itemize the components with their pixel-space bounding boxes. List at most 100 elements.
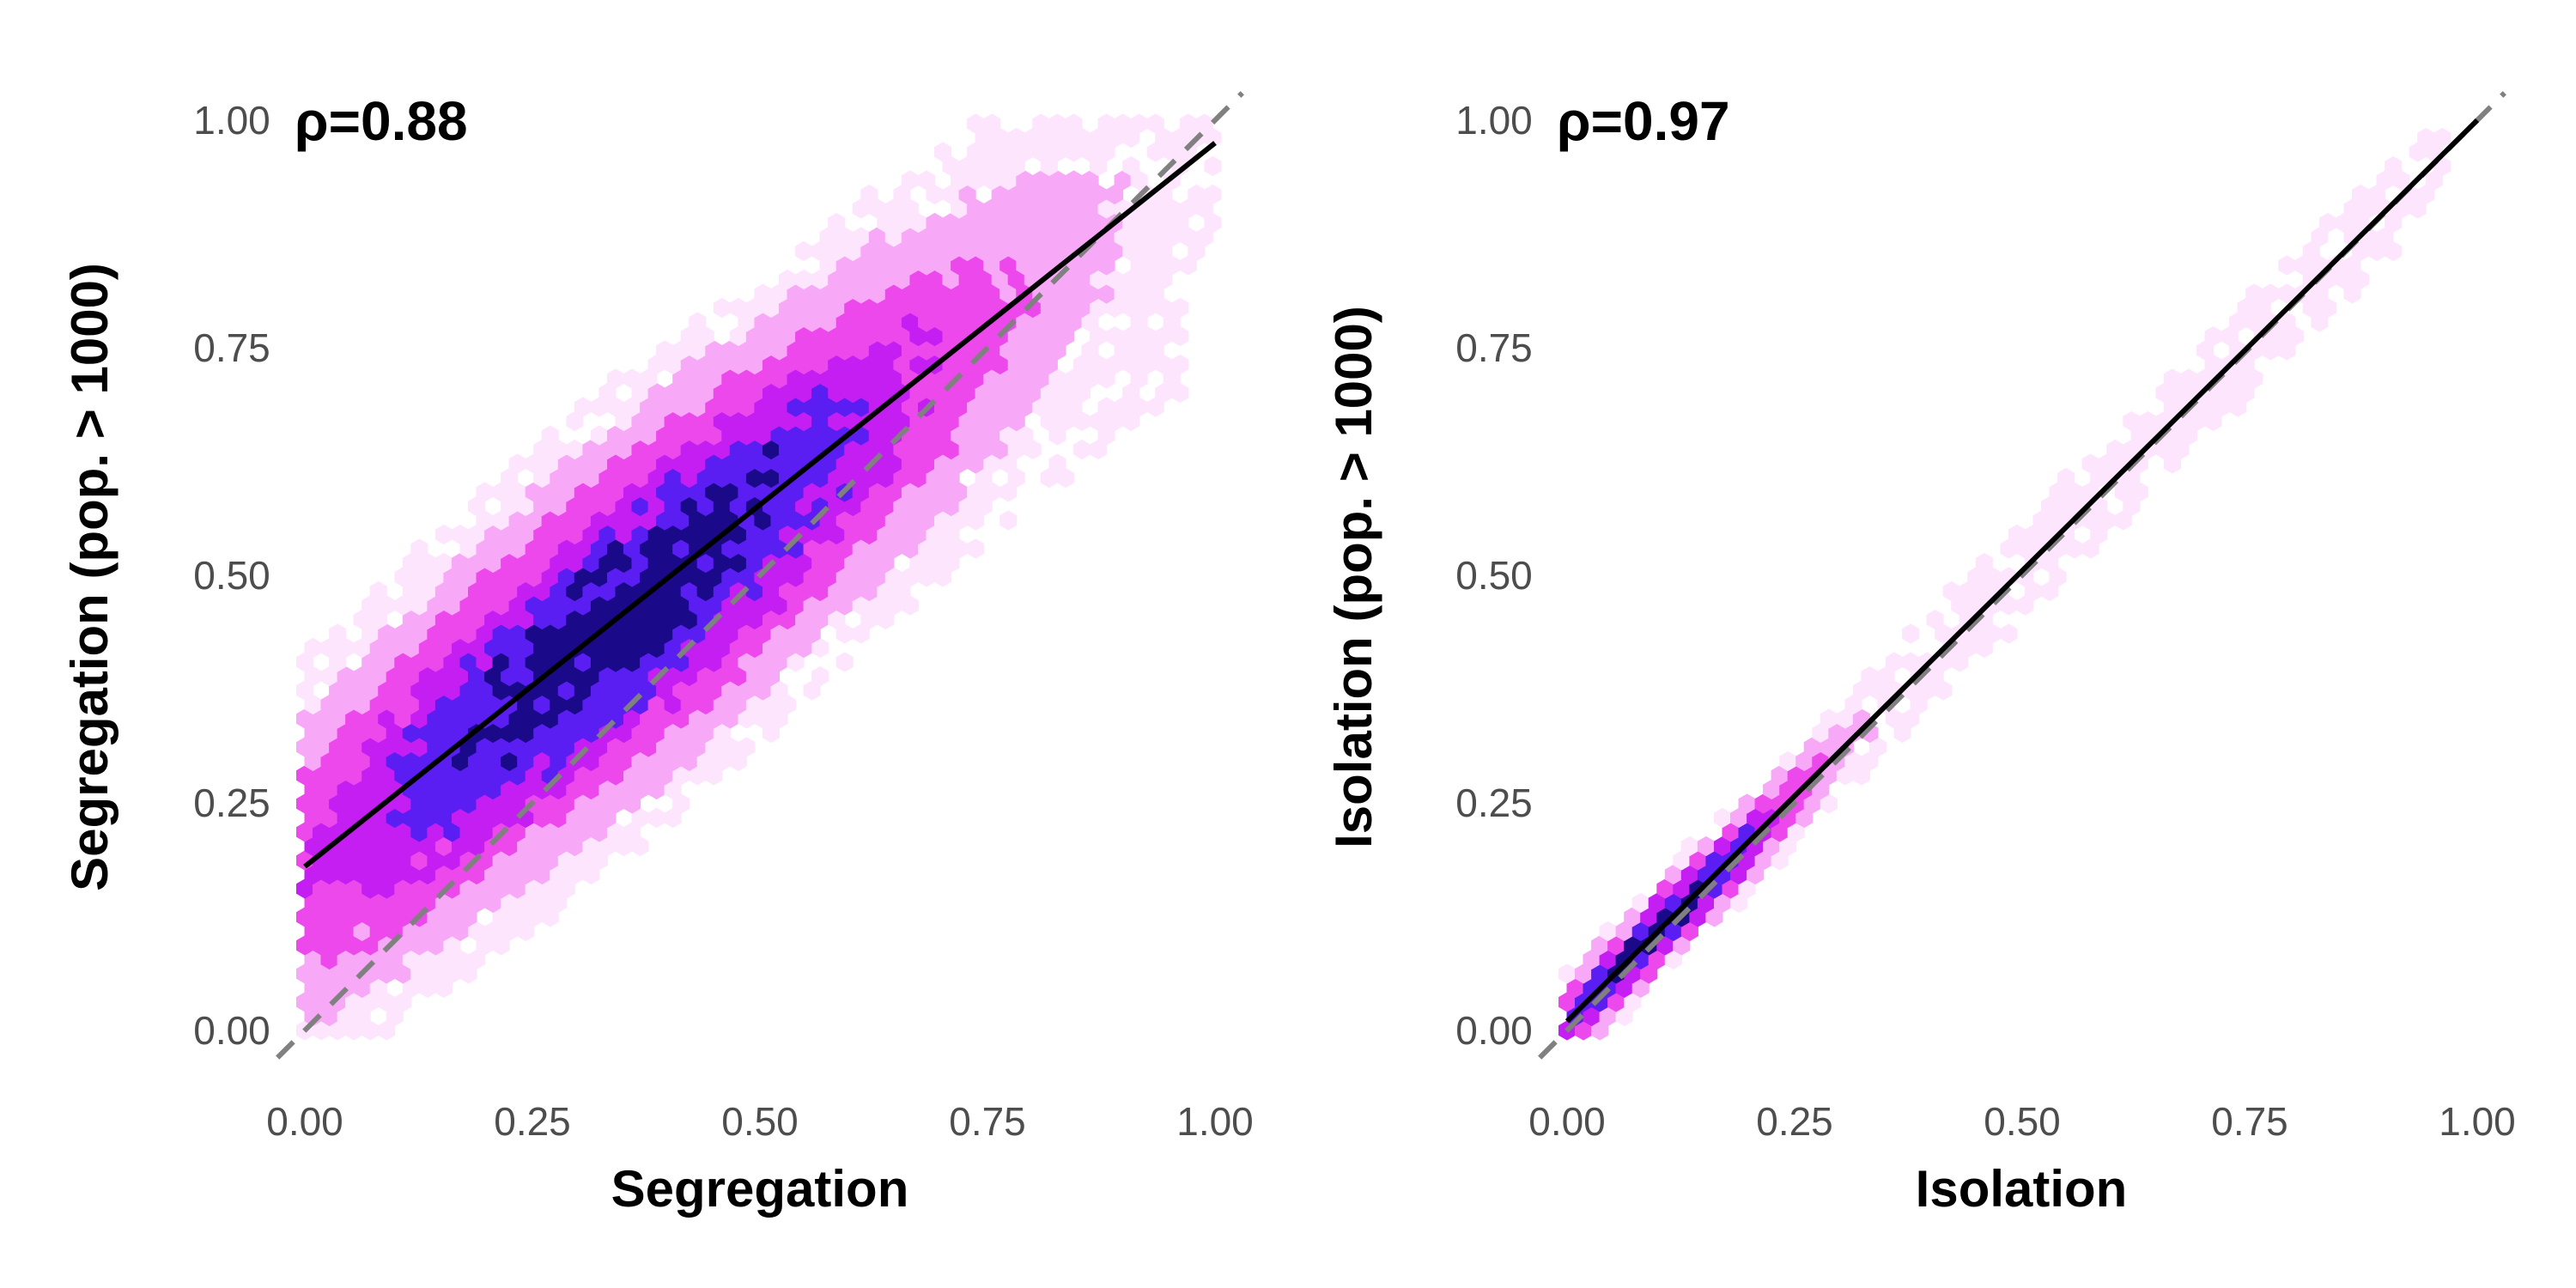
hexbin-cell [378,680,396,701]
hexbin-cell [418,665,436,687]
hexbin-cell [901,397,919,417]
hexbin-cell [320,864,338,885]
hexbin-cell [787,283,805,304]
hexbin-cell [852,227,870,247]
hexbin-cell [607,737,624,757]
hexbin-cell [607,680,624,701]
hexbin-cell [877,410,895,432]
hexbin-cell [607,793,624,814]
hexbin-cell [452,580,469,602]
hexbin-cell [1065,198,1083,219]
y-axis-title: Segregation (pop. > 1000) [61,263,118,891]
hexbin-cell [598,807,617,829]
hexbin-cell [713,382,731,404]
hexbin-cell [337,864,355,885]
hexbin-cell [680,410,698,432]
hexbin-cell [2163,397,2181,417]
hexbin-cell [893,439,911,460]
hexbin-cell [926,240,944,262]
hexbin-cell [1024,354,1042,375]
hexbin-cell [2123,439,2141,460]
hexbin-cell [517,552,535,574]
hexbin-cell [582,750,600,772]
hexbin-cell [835,567,854,587]
hexbin-cell [452,609,469,630]
hexbin-cell [394,850,412,871]
hexbin-cell [770,652,788,672]
hexbin-cell [852,510,870,531]
hexbin-cell [574,538,592,559]
hexbin-cell [468,779,486,800]
hexbin-cell [1975,580,1993,602]
hexbin-cell [689,510,707,531]
hexbin-cell [647,382,665,404]
hexbin-cell [361,878,380,899]
hexbin-cell [852,198,870,219]
hexbin-cell [1032,255,1050,276]
hexbin-cell [1122,127,1140,149]
hexbin-cell [2245,312,2263,332]
hexbin-cell [320,665,338,687]
hexbin-cell [2172,439,2190,460]
hexbin-cell [1106,127,1124,149]
hexbin-cell [664,665,682,687]
hexbin-cell [631,382,649,404]
hexbin-cell [868,538,886,559]
hexbin-cell [501,552,519,574]
hexbin-cell [1122,297,1140,319]
hexbin-cell [1007,325,1025,347]
hexbin-cell [337,835,355,857]
hexbin-cell [394,708,412,729]
hexbin-cell [647,807,665,829]
hexbin-cell [1902,652,1920,672]
hexbin-cell [779,439,797,460]
hexbin-cell [468,920,486,942]
hexbin-cell [492,623,510,644]
hexbin-cell [1090,212,1108,234]
hexbin-cell [2123,410,2141,432]
hexbin-cell [680,722,698,744]
hexbin-cell [402,892,420,914]
hexbin-cell [819,595,837,616]
hexbin-cell [623,822,641,842]
hexbin-cell [762,609,780,630]
hexbin-cell [598,637,617,659]
hexbin-cell [852,567,870,587]
hexbin-cell [901,482,919,502]
hexbin-cell [1918,680,1936,701]
hexbin-cell [492,935,510,956]
hexbin-cell [893,212,911,234]
hexbin-cell [1155,354,1173,375]
hexbin-cell [640,510,658,531]
hexbin-cell [828,609,846,630]
hexbin-cell [320,750,338,772]
hexbin-cell [967,142,985,162]
hexbin-cell [2000,623,2018,644]
hexbin-cell [738,340,756,361]
hexbin-cell [623,510,641,531]
hexbin-cell [484,779,502,800]
hexbin-cell [1902,623,1920,644]
hexbin-cell [926,552,944,574]
hexbin-cell [844,495,862,517]
hexbin-cell [696,325,714,347]
hexbin-cell [779,495,797,517]
hexbin-cell [2106,439,2124,460]
hexbin-cell [779,580,797,602]
hexbin-cell [696,552,714,574]
hexbin-cell [541,878,559,899]
hexbin-cell [1631,892,1649,914]
hexbin-cell [877,325,895,347]
hexbin-cell [557,765,575,786]
hexbin-cell [1155,212,1173,234]
hexbin-cell [427,708,445,729]
hexbin-cell [1975,552,1993,574]
hexbin-cell [1680,835,1698,857]
hexbin-cell [745,410,763,432]
hexbin-cell [696,722,714,744]
hexbin-cell [434,977,453,999]
hexbin-cell [884,538,902,559]
hexbin-cell [664,495,682,517]
hexbin-cell [607,397,624,417]
hexbin-cell [459,793,477,814]
